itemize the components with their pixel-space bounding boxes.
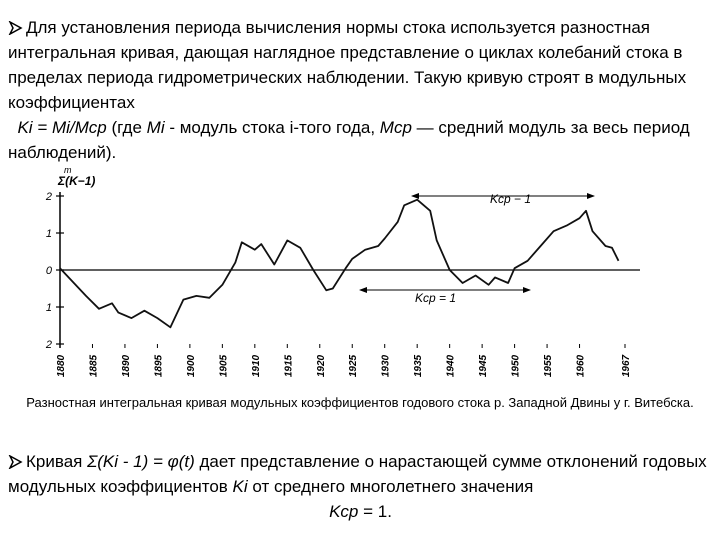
bullet <box>8 21 23 35</box>
y-tick-label: 0 <box>46 265 53 277</box>
text: - модуль стока i-того года, <box>164 118 380 137</box>
text: = 1. <box>358 502 392 521</box>
x-tick-label: 1885 <box>88 354 99 377</box>
text: (где <box>106 118 147 137</box>
x-tick-label: 1945 <box>478 354 489 377</box>
y-tick-label: 2 <box>45 191 52 203</box>
formula: Mi <box>146 118 165 137</box>
text: Для установления периода вычисления норм… <box>8 18 687 112</box>
formula: Ki = Mi/Mср <box>17 118 107 137</box>
x-tick-label: 1905 <box>218 354 229 377</box>
x-tick-label: 1960 <box>576 354 587 377</box>
text: дает представление о нарастающей сумме о… <box>8 452 707 496</box>
x-tick-label: 1955 <box>543 354 554 377</box>
x-tick-label: 1925 <box>348 354 359 377</box>
x-tick-label: 1910 <box>251 354 262 377</box>
text: Кривая <box>26 452 88 471</box>
y-tick-label: 2 <box>45 339 52 351</box>
x-tick-label: 1895 <box>153 354 164 377</box>
formula: Kср <box>329 502 359 521</box>
x-tick-label: 1880 <box>56 354 67 377</box>
x-tick-label: 1940 <box>446 354 457 377</box>
text: от среднего многолетнего значения <box>247 477 534 496</box>
x-tick-label: 1967 <box>621 354 632 377</box>
annotation: Kср − 1 <box>490 192 531 206</box>
x-tick-label: 1915 <box>283 354 294 377</box>
y-label-sup: m <box>64 165 72 175</box>
x-tick-label: 1935 <box>413 354 424 377</box>
bullet <box>8 455 23 469</box>
formula: Mср <box>379 118 412 137</box>
x-tick-label: 1890 <box>121 354 132 377</box>
chart: m Σ(K−1) Kср − 1 Kср = 1 2 1 0 1 2 1880 1885 18… <box>45 165 640 377</box>
text: — средний модуль за весь период наблюден… <box>8 118 690 162</box>
formula: Ki <box>232 477 248 496</box>
y-tick-label: 1 <box>46 302 52 314</box>
paragraph: Для установления периода вычисления норм… <box>8 15 713 165</box>
paragraph: Кривая Σ(Ki - 1) = φ(t) дает представлен… <box>8 449 713 524</box>
formula: Σ(Ki - 1) = φ(t) <box>87 452 195 471</box>
y-label: Σ(K−1) <box>57 174 95 188</box>
x-tick-label: 1950 <box>511 354 522 377</box>
x-tick-label: 1930 <box>381 354 392 377</box>
x-tick-label: 1900 <box>186 354 197 377</box>
y-tick-label: 1 <box>46 228 52 240</box>
caption: Разностная интегральная кривая модульных… <box>26 395 694 410</box>
annotation: Kср = 1 <box>415 291 456 305</box>
x-tick-label: 1920 <box>316 354 327 377</box>
data-line <box>59 198 620 329</box>
